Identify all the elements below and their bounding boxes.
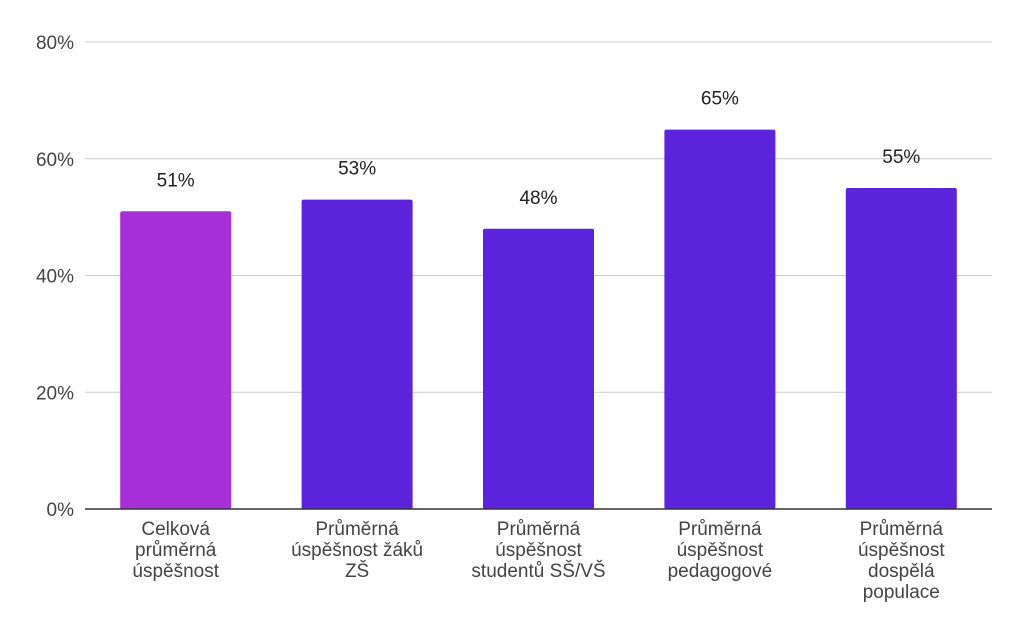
category-label-line: úspěšnost (132, 561, 219, 582)
category-label: Průměrná úspěšnost pedagogové (668, 519, 773, 582)
bar (301, 199, 413, 510)
category-label-line: Průměrná (315, 519, 399, 540)
category-label-line: dospělá (868, 561, 935, 582)
y-tick-label: 0% (47, 500, 75, 521)
data-label: 48% (519, 188, 557, 209)
data-label: 55% (882, 147, 920, 168)
bar (120, 211, 232, 509)
data-label: 51% (157, 170, 195, 191)
category-label-line: pedagogové (668, 561, 773, 582)
data-label: 53% (338, 159, 376, 180)
category-label-line: populace (863, 582, 940, 603)
data-label: 65% (701, 89, 739, 110)
y-tick-label: 40% (36, 267, 74, 288)
y-tick-labels: 0% 20% 40% 60% 80% (36, 33, 74, 521)
y-tick-label: 20% (36, 383, 74, 404)
category-label-line: úspěšnost (858, 540, 945, 561)
category-label-line: ZŠ (345, 560, 369, 582)
category-label-line: Průměrná (678, 519, 762, 540)
bar (845, 187, 957, 509)
data-labels: 51% 53% 48% 65% 55% (157, 89, 921, 209)
y-tick-label: 60% (36, 150, 74, 171)
category-label-line: Celková (141, 519, 210, 540)
category-label-line: studentů SŠ/VŠ (471, 560, 605, 582)
bar (664, 129, 776, 509)
category-label-line: úspěšnost (677, 540, 764, 561)
bar (483, 228, 594, 510)
y-tick-label: 80% (36, 33, 74, 54)
category-label: Průměrná úspěšnost žáků ZŠ (291, 519, 423, 582)
category-label-line: Průměrná (497, 519, 581, 540)
category-label-line: průměrná (135, 540, 217, 561)
category-label: Celková průměrná úspěšnost (132, 519, 219, 582)
category-label-line: úspěšnost žáků (291, 540, 423, 561)
bars (120, 129, 957, 510)
category-label: Průměrná úspěšnost studentů SŠ/VŠ (471, 519, 605, 582)
category-label: Průměrná úspěšnost dospělá populace (858, 519, 945, 603)
category-label-line: úspěšnost (495, 540, 582, 561)
category-label-line: Průměrná (860, 519, 944, 540)
